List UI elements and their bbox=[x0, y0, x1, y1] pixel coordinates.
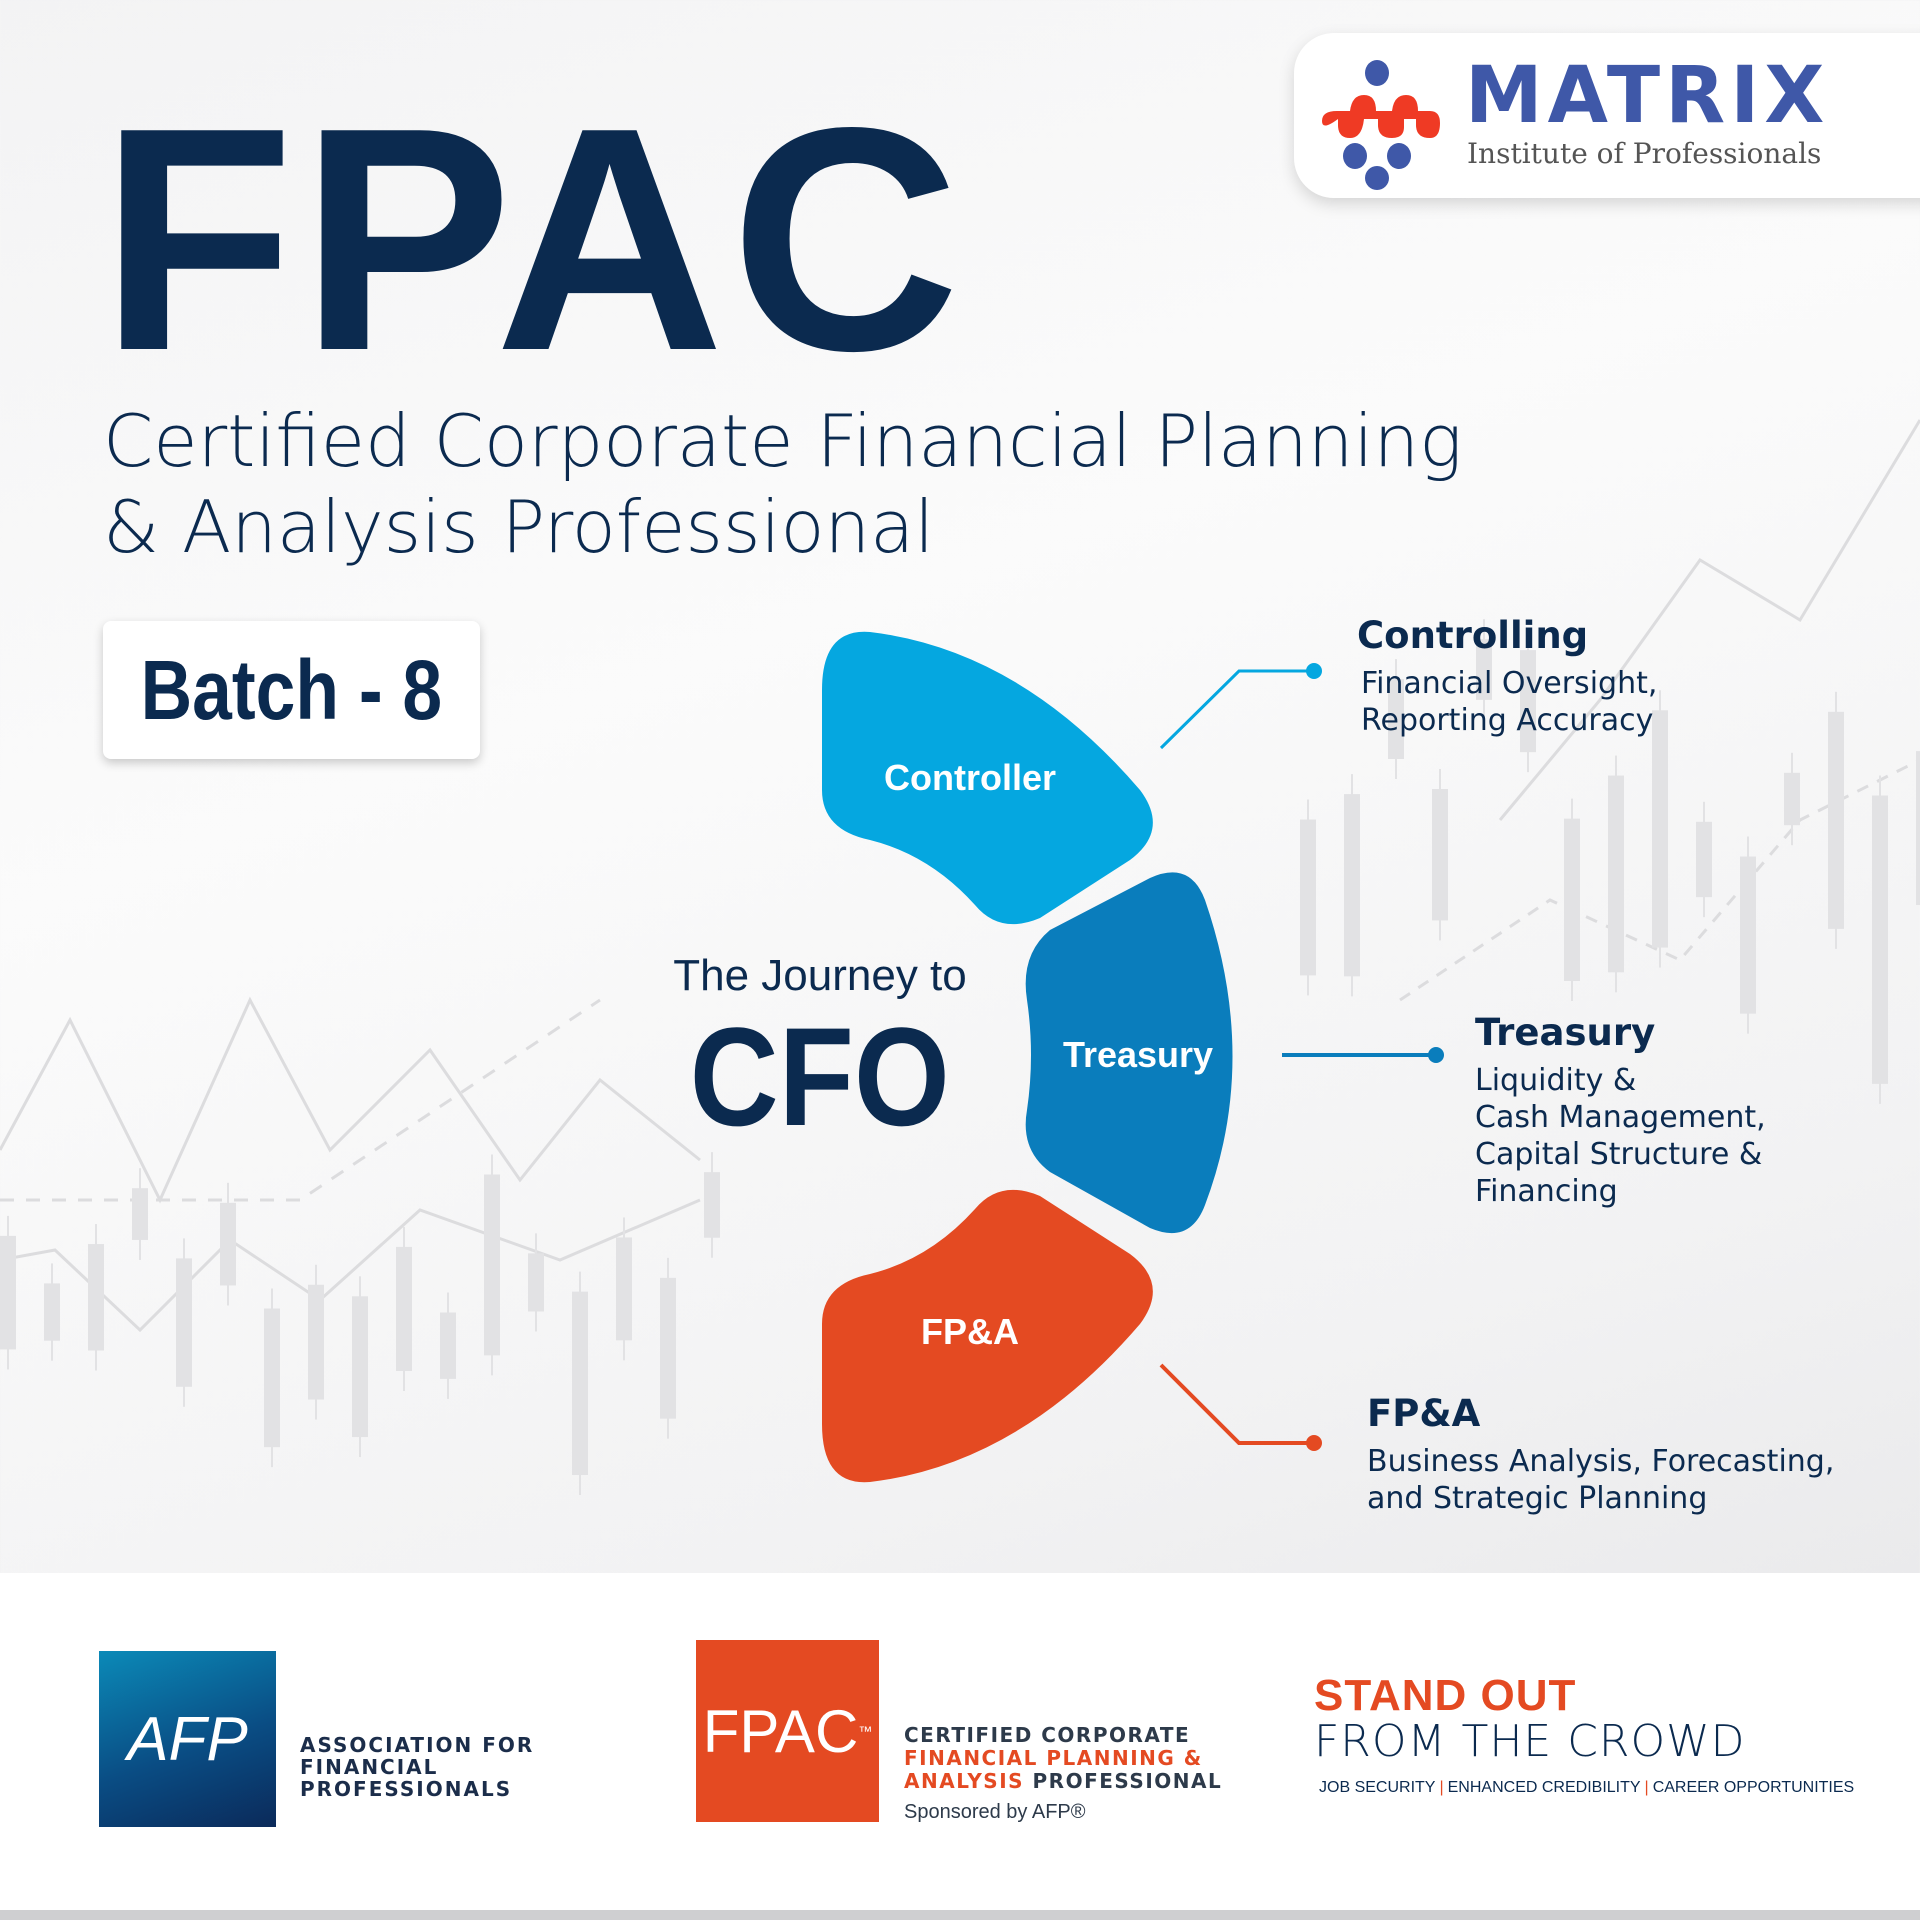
candle-body bbox=[220, 1202, 236, 1286]
fpa-connector-dot bbox=[1306, 1435, 1322, 1451]
candle-body bbox=[1432, 788, 1448, 921]
subtitle-line: Certified Corporate Financial Planning bbox=[103, 399, 1463, 483]
description-heading: FP&A bbox=[1367, 1392, 1481, 1435]
candle-body bbox=[1916, 751, 1920, 906]
controller-connector-dot bbox=[1306, 663, 1322, 679]
controller-connector bbox=[1159, 669, 1314, 750]
fpac-logo-text: FPAC bbox=[702, 1697, 859, 1765]
fpa-segment bbox=[822, 1189, 1153, 1483]
fpac-name: CERTIFIED CORPORATE FINANCIAL PLANNING &… bbox=[904, 1724, 1222, 1793]
candle-body bbox=[1740, 856, 1756, 1014]
description-line: Financing bbox=[1475, 1174, 1618, 1209]
fpa-connector bbox=[1159, 1363, 1314, 1445]
treasury-label: Treasury bbox=[1062, 1034, 1214, 1075]
candle-body bbox=[440, 1312, 456, 1379]
candle-body bbox=[572, 1291, 588, 1475]
description-heading: Treasury bbox=[1475, 1011, 1656, 1054]
candle-body bbox=[352, 1296, 368, 1438]
afp-name-line: FINANCIAL bbox=[300, 1755, 439, 1779]
matrix-logo-icon bbox=[1322, 60, 1440, 190]
treasury-description: Treasury Liquidity & Cash Management, Ca… bbox=[1475, 1011, 1766, 1210]
journey-diagram bbox=[822, 631, 1444, 1483]
fpac-logo: FPAC ™ bbox=[696, 1640, 879, 1822]
description-line: Business Analysis, Forecasting, bbox=[1367, 1444, 1835, 1479]
cfo-label: CFO bbox=[689, 998, 951, 1155]
subtitle-line: & Analysis Professional bbox=[103, 485, 935, 569]
page-subtitle: Certified Corporate Financial Planning &… bbox=[103, 398, 1462, 570]
background-chart-decoration bbox=[0, 419, 1920, 1495]
matrix-wordmark: MATRIX bbox=[1465, 51, 1830, 141]
fpa-description: FP&A Business Analysis, Forecasting, and… bbox=[1367, 1392, 1834, 1517]
footer bbox=[0, 1573, 1920, 1910]
afp-name-line: ASSOCIATION FOR bbox=[300, 1733, 535, 1757]
candle-body bbox=[704, 1172, 720, 1238]
journey-goal: CFO bbox=[640, 998, 1000, 1155]
candle-body bbox=[1784, 772, 1800, 826]
matrix-logo-card bbox=[1294, 33, 1920, 198]
benefits-list: JOB SECURITY | ENHANCED CREDIBILITY | CAREER… bbox=[1319, 1778, 1854, 1798]
candle-body bbox=[176, 1258, 192, 1387]
batch-badge: Batch - 8 bbox=[103, 621, 480, 759]
benefit: CAREER OPPORTUNITIES bbox=[1652, 1779, 1855, 1796]
afp-name-line: PROFESSIONALS bbox=[300, 1777, 513, 1801]
fpac-name-line: ANALYSIS PROFESSIONAL bbox=[904, 1770, 1222, 1793]
separator: | bbox=[1644, 1779, 1649, 1796]
description-heading: Controlling bbox=[1357, 614, 1589, 657]
candle-body bbox=[1344, 794, 1360, 977]
fpac-name-line: FINANCIAL PLANNING & bbox=[904, 1746, 1203, 1770]
candle-body bbox=[308, 1284, 324, 1400]
matrix-tagline: Institute of Professionals bbox=[1467, 137, 1822, 170]
candle-body bbox=[1608, 775, 1624, 973]
fpac-name-line: CERTIFIED CORPORATE bbox=[904, 1723, 1191, 1747]
candle-body bbox=[132, 1188, 148, 1240]
candle-body bbox=[88, 1244, 104, 1351]
candle-body bbox=[1696, 821, 1712, 898]
candle-body bbox=[1564, 818, 1580, 982]
slogan-line-2: FROM THE CROWD bbox=[1314, 1716, 1746, 1767]
treasury-connector-dot bbox=[1428, 1047, 1444, 1063]
footer-stripe bbox=[0, 1910, 1920, 1920]
batch-label: Batch - 8 bbox=[140, 642, 443, 737]
candle-body bbox=[1872, 795, 1888, 1084]
candle-body bbox=[396, 1246, 412, 1371]
fpac-name-part: ANALYSIS bbox=[904, 1769, 1025, 1793]
candle-body bbox=[1520, 650, 1536, 753]
description-line: Reporting Accuracy bbox=[1361, 703, 1654, 738]
benefit: ENHANCED CREDIBILITY bbox=[1447, 1779, 1641, 1796]
candle-body bbox=[660, 1277, 676, 1419]
candle-body bbox=[528, 1253, 544, 1312]
journey-intro: The Journey to bbox=[673, 951, 967, 1000]
fpac-name-part: PROFESSIONAL bbox=[1024, 1769, 1223, 1793]
sponsored-by: Sponsored by AFP® bbox=[904, 1801, 1086, 1823]
candle-body bbox=[1300, 819, 1316, 976]
trademark: ™ bbox=[858, 1723, 873, 1739]
description-line: Cash Management, bbox=[1475, 1100, 1766, 1135]
description-line: and Strategic Planning bbox=[1367, 1481, 1708, 1516]
description-line: Financial Oversight, bbox=[1361, 666, 1658, 701]
candle-body bbox=[1476, 639, 1492, 700]
controller-segment bbox=[822, 631, 1153, 925]
controlling-description: Controlling Financial Oversight, Reporti… bbox=[1357, 614, 1657, 739]
candle-body bbox=[1388, 679, 1404, 759]
candle-body bbox=[1828, 711, 1844, 929]
candle-body bbox=[44, 1283, 60, 1341]
description-line: Capital Structure & bbox=[1475, 1137, 1763, 1172]
description-line: Liquidity & bbox=[1475, 1063, 1637, 1098]
controller-label: Controller bbox=[883, 757, 1057, 798]
candle-body bbox=[616, 1237, 632, 1341]
candle-body bbox=[264, 1308, 280, 1448]
benefit: JOB SECURITY bbox=[1319, 1779, 1436, 1796]
candle-body bbox=[0, 1235, 16, 1350]
fpa-label: FP&A bbox=[921, 1311, 1019, 1352]
afp-name: ASSOCIATION FOR FINANCIAL PROFESSIONALS bbox=[300, 1734, 534, 1800]
candle-body bbox=[1652, 710, 1668, 948]
separator: | bbox=[1439, 1779, 1444, 1796]
afp-logo: AFP bbox=[99, 1651, 276, 1827]
slogan-line-1: STAND OUT bbox=[1314, 1671, 1577, 1720]
candle-body bbox=[484, 1174, 500, 1356]
page-title: FPAC bbox=[100, 62, 967, 417]
treasury-segment bbox=[1025, 872, 1233, 1234]
